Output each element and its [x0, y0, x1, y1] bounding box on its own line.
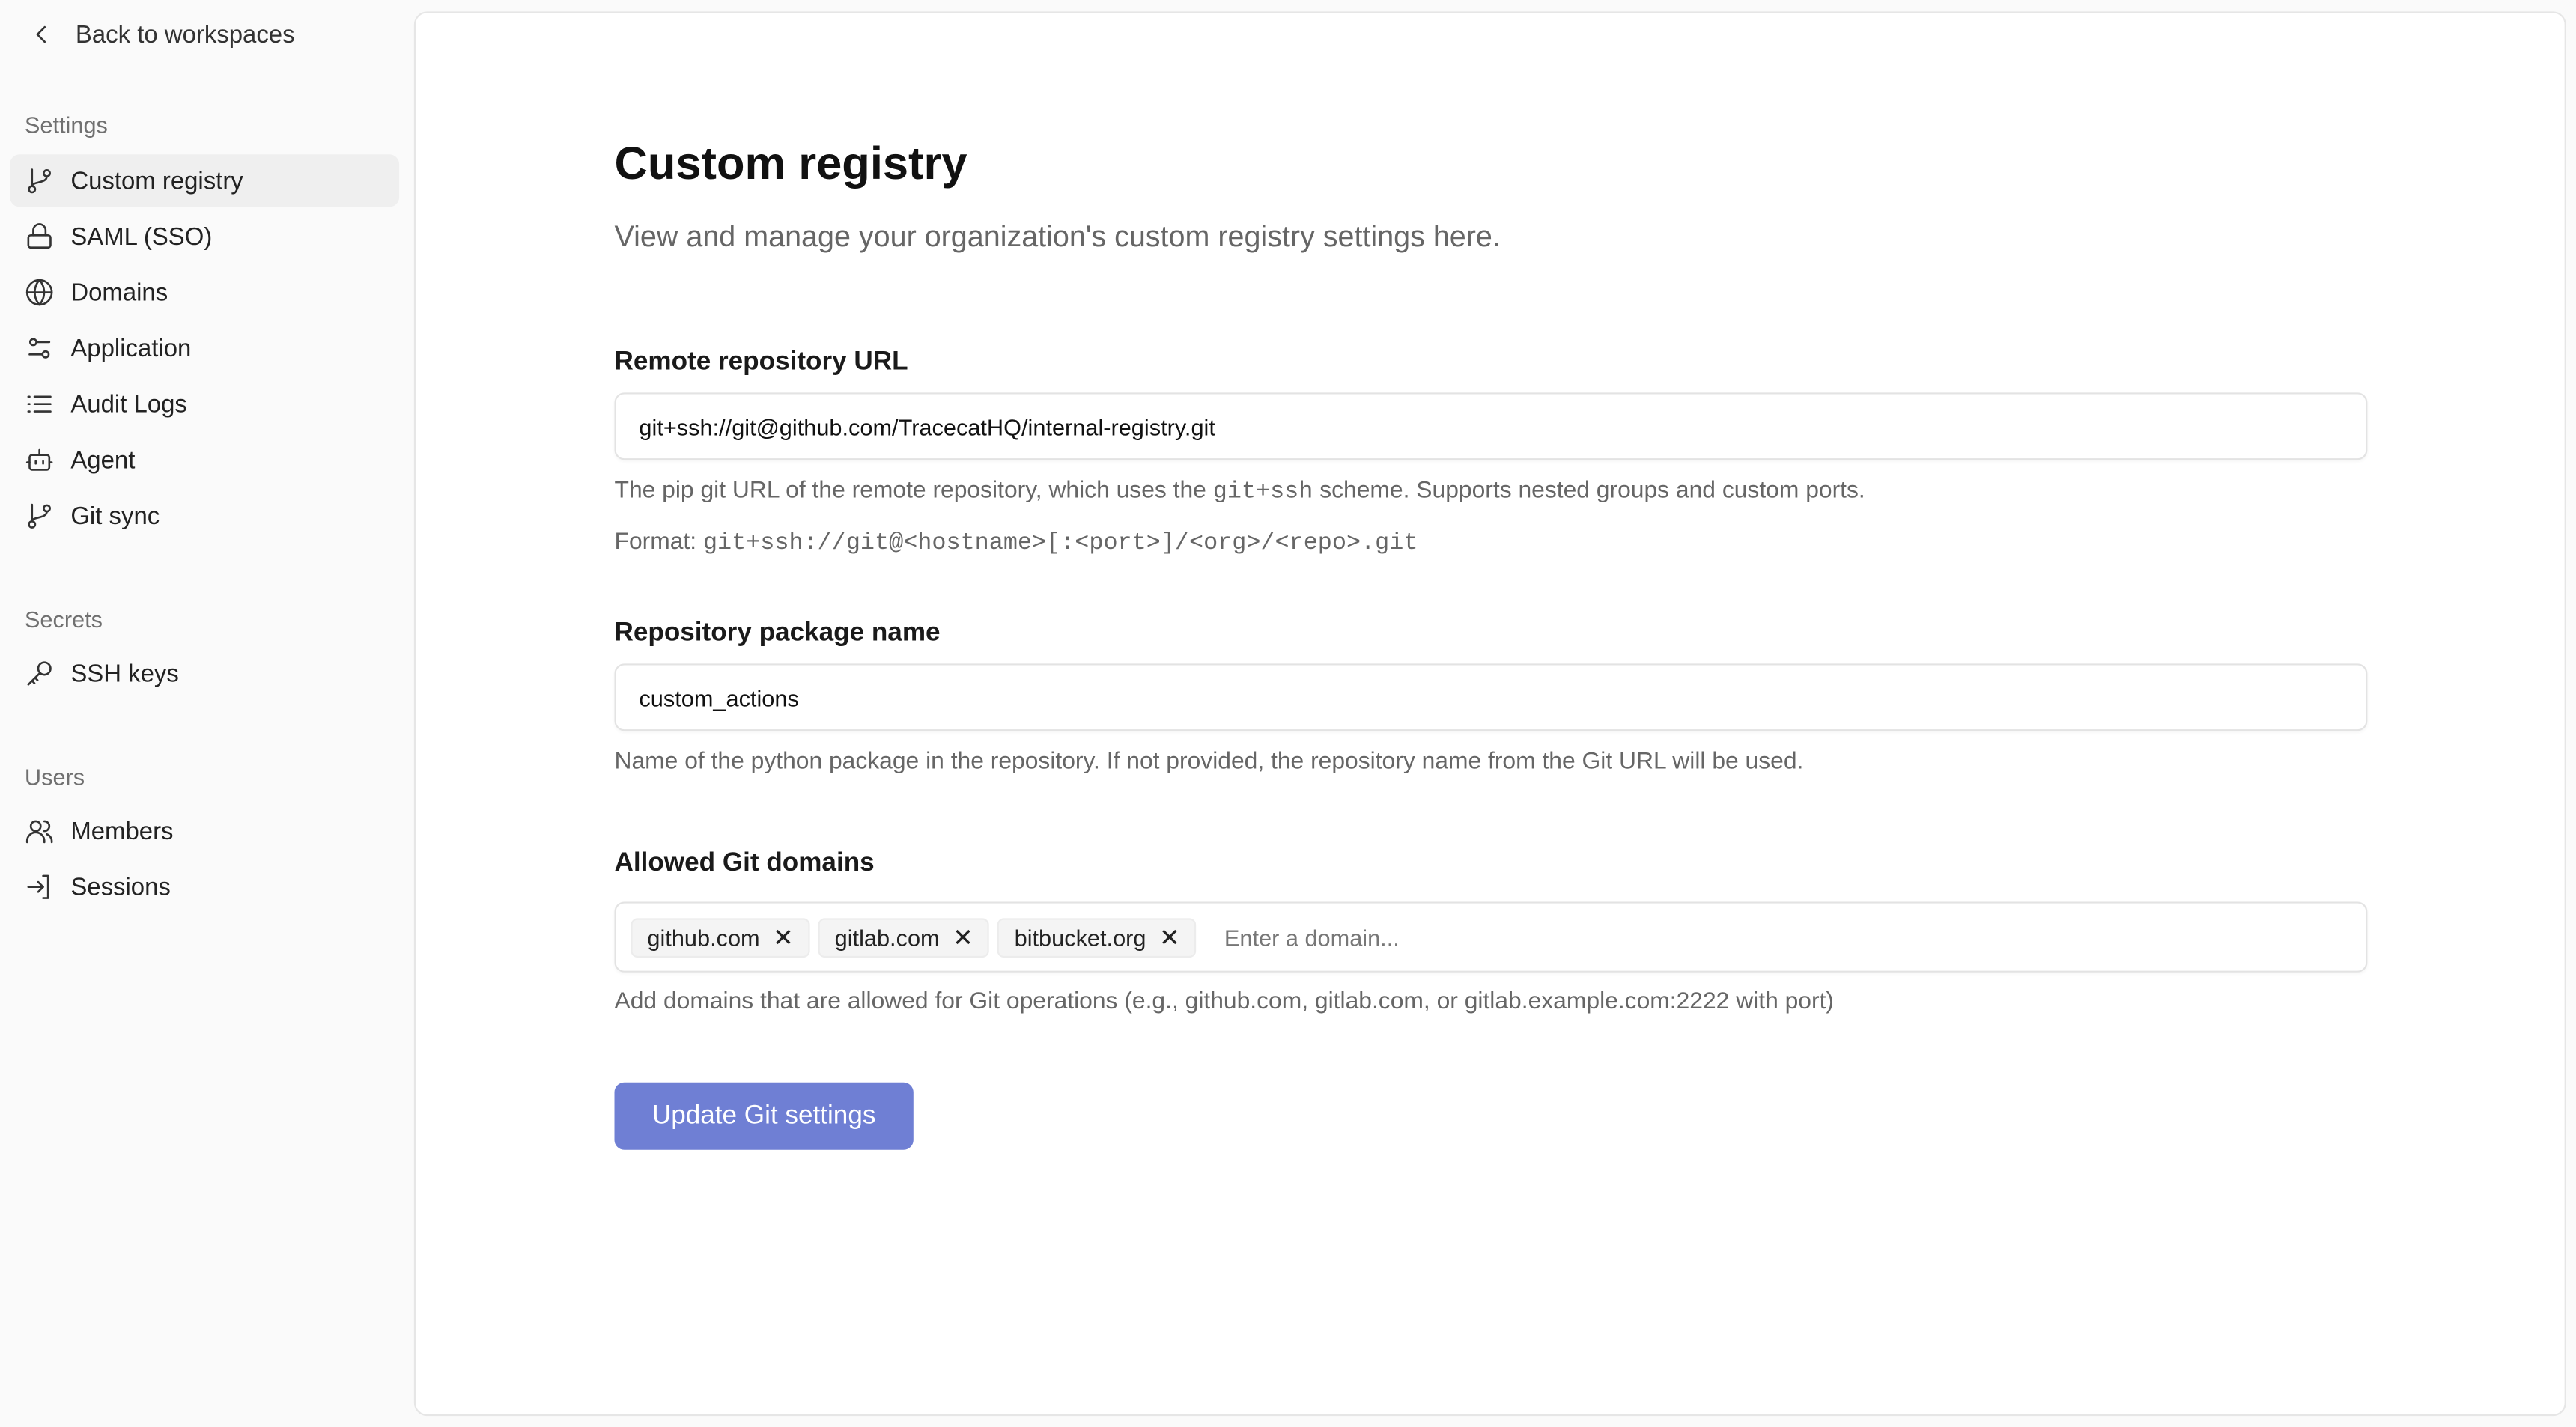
globe-icon — [25, 279, 53, 306]
page-title: Custom registry — [614, 138, 967, 189]
allowed-domains-help: Add domains that are allowed for Git ope… — [614, 988, 1835, 1015]
log-in-icon — [27, 874, 49, 899]
sidebar-item-label: SSH keys — [70, 659, 179, 688]
page-subtitle: View and manage your organization's cust… — [614, 219, 1501, 253]
chevron-left-icon — [36, 25, 46, 43]
close-icon[interactable]: ✕ — [773, 924, 794, 952]
sidebar-item-label: Custom registry — [70, 166, 243, 195]
help-text: The pip git URL of the remote repository… — [614, 478, 1213, 505]
tag-label: github.com — [647, 924, 760, 951]
package-name-input[interactable]: custom_actions — [614, 663, 2368, 731]
sidebar-item-agent[interactable]: Agent — [10, 433, 399, 486]
users-icon — [25, 820, 53, 844]
back-label: Back to workspaces — [75, 20, 295, 49]
domain-placeholder[interactable]: Enter a domain... — [1224, 924, 1400, 951]
sidebar-item-label: Sessions — [70, 873, 171, 901]
domain-tag: gitlab.com ✕ — [818, 917, 990, 957]
lock-icon — [27, 223, 52, 249]
package-name-help: Name of the python package in the reposi… — [614, 749, 1804, 776]
sidebar-item-label: Members — [70, 817, 174, 845]
sidebar-item-sessions[interactable]: Sessions — [10, 861, 399, 913]
sidebar-item-custom-registry[interactable]: Custom registry — [10, 154, 400, 207]
format-label: Format: — [614, 529, 703, 556]
key-icon — [27, 661, 52, 686]
sidebar-item-label: SAML (SSO) — [70, 222, 213, 251]
help-text: scheme. Supports nested groups and custo… — [1313, 478, 1865, 505]
close-icon[interactable]: ✕ — [1159, 924, 1180, 952]
repo-url-format: Format: git+ssh://git@<hostname>[:<port>… — [615, 529, 2368, 556]
format-code: git+ssh://git@<hostname>[:<port>]/<org>/… — [702, 530, 1418, 557]
sidebar-item-members[interactable]: Members — [10, 805, 399, 857]
domain-tag: bitbucket.org ✕ — [997, 917, 1197, 957]
repo-url-label: Remote repository URL — [614, 348, 908, 377]
package-name-label: Repository package name — [614, 619, 941, 648]
package-name-value: custom_actions — [639, 684, 799, 711]
sidebar-item-audit-logs[interactable]: Audit Logs — [10, 378, 399, 430]
allowed-domains-input[interactable]: github.com ✕ gitlab.com ✕ bitbucket.org ✕ E… — [614, 901, 2368, 973]
sidebar: Back to workspaces Settings Custom regis… — [0, 0, 410, 1427]
update-git-settings-button[interactable]: Update Git settings — [614, 1082, 914, 1150]
sidebar-item-saml[interactable]: SAML (SSO) — [10, 210, 399, 263]
sidebar-item-label: Application — [70, 334, 192, 362]
bot-icon — [25, 448, 53, 471]
sidebar-item-label: Domains — [70, 278, 168, 307]
git-branch-icon — [28, 503, 51, 529]
allowed-domains-label: Allowed Git domains — [614, 849, 875, 877]
back-to-workspaces-link[interactable]: Back to workspaces — [26, 19, 295, 49]
sidebar-item-label: Audit Logs — [70, 390, 187, 419]
git-branch-icon — [28, 168, 51, 194]
sliders-icon — [28, 338, 51, 359]
sidebar-item-application[interactable]: Application — [10, 322, 399, 374]
main-panel: Custom registry View and manage your org… — [413, 11, 2566, 1417]
sidebar-item-ssh-keys[interactable]: SSH keys — [10, 647, 399, 699]
section-settings: Settings — [24, 112, 108, 139]
repo-url-help: The pip git URL of the remote repository… — [615, 478, 2368, 505]
tag-label: bitbucket.org — [1014, 924, 1146, 951]
sidebar-item-git-sync[interactable]: Git sync — [10, 490, 399, 542]
section-users: Users — [24, 764, 85, 791]
repo-url-value: git+ssh://git@github.com/TracecatHQ/inte… — [639, 413, 1215, 439]
close-icon[interactable]: ✕ — [953, 924, 973, 952]
repo-url-input[interactable]: git+ssh://git@github.com/TracecatHQ/inte… — [614, 392, 2368, 460]
section-secrets: Secrets — [24, 606, 103, 633]
sidebar-item-label: Git sync — [70, 502, 160, 530]
domain-tag: github.com ✕ — [631, 917, 810, 957]
list-icon — [27, 395, 52, 413]
sidebar-item-domains[interactable]: Domains — [10, 266, 399, 318]
help-code: git+ssh — [1212, 479, 1313, 506]
tag-label: gitlab.com — [834, 924, 940, 951]
sidebar-item-label: Agent — [70, 445, 136, 474]
